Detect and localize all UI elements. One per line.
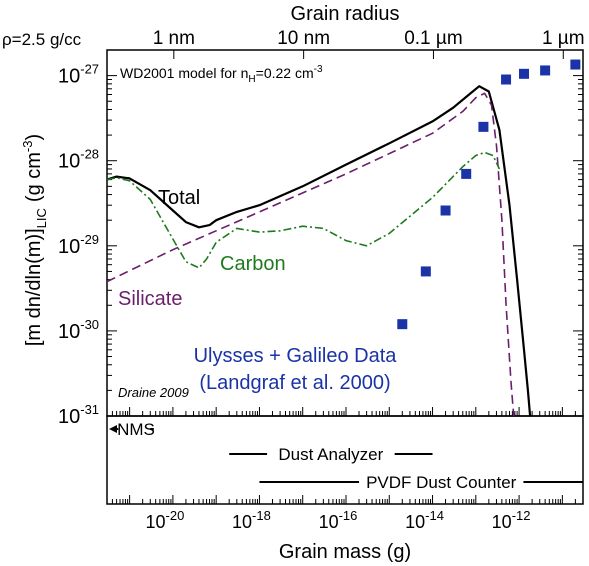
y-tick-labels: 10-27 10-28 10-29 10-30 10-31 [58,62,99,428]
data-point [461,168,472,179]
left-arrow-icon [109,425,117,433]
data-label-line1: Ulysses + Galileo Data [194,345,398,367]
data-point [570,59,581,70]
credit-annotation: Draine 2009 [118,385,189,400]
x-tick-label: 10-18 [232,508,271,532]
model-curves [106,85,532,417]
instrument-label: NMS [117,420,155,439]
data-point [501,74,512,85]
label-silicate: Silicate [118,288,182,310]
series-carbon-line [106,151,501,269]
top-axis-label: Grain radius [291,3,400,25]
top-tick-label: 0.1 µm [404,28,462,49]
top-tick-label: 10 nm [277,28,330,49]
data-points [397,59,581,330]
x-tick-label: 10-14 [405,508,444,532]
data-point [478,121,489,132]
x-tick-label: 10-20 [145,508,184,532]
x-tick-label: 10-12 [492,508,531,532]
data-point [440,205,451,216]
y-tick-label: 10-30 [58,317,99,343]
model-annotation: WD2001 model for nH=0.22 cm-3 [120,64,323,85]
series-total-line [106,85,532,417]
label-total: Total [158,187,200,209]
data-point [420,266,431,277]
y-tick-label: 10-29 [58,232,99,258]
x-tick-label: 10-16 [319,508,358,532]
series-silicate-line [106,92,515,417]
instrument-label: Dust Analyzer [278,445,383,464]
data-label-line2: (Landgraf et al. 2000) [199,372,390,394]
data-point [540,65,551,76]
top-tick-label: 1 µm [542,28,585,49]
data-point [397,319,408,330]
y-axis-title: [m dn/dln(m)]LIC(g cm-3) [20,134,49,346]
x-tick-labels: 10-20 10-18 10-16 10-14 10-12 [145,508,530,532]
x-axis-title: Grain mass (g) [279,541,411,563]
label-carbon: Carbon [220,253,286,275]
y-tick-label: 10-31 [58,402,99,428]
axis-ticks [106,49,584,504]
top-tick-label: 1 nm [153,28,195,49]
lower-instrument-frame [106,415,584,505]
density-note: ρ=2.5 g/cc [2,30,82,49]
instrument-ranges: NMS Dust Analyzer PVDF Dust Counter [109,420,583,492]
y-tick-label: 10-28 [58,147,99,173]
y-tick-label: 10-27 [58,62,99,88]
instrument-label: PVDF Dust Counter [366,473,517,492]
top-tick-labels: 1 nm 10 nm 0.1 µm 1 µm [153,28,585,49]
data-point [519,68,530,79]
